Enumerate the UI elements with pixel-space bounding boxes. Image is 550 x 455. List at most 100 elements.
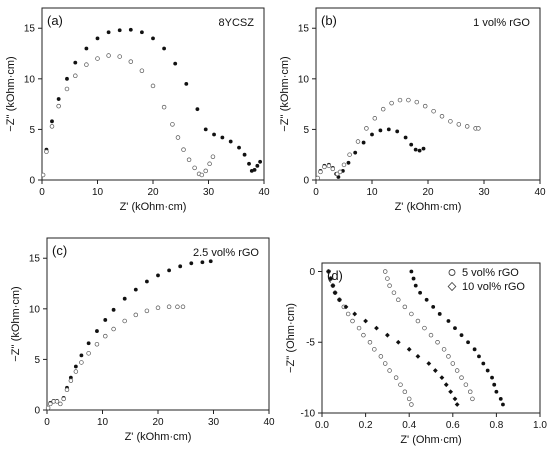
data-point <box>372 347 377 352</box>
data-point <box>422 325 427 331</box>
data-point <box>443 382 449 388</box>
panel-c: 0 10 20 30 40 0 5 10 15 Z' (kOhm·cm) −Z'' (kOhm·cm… <box>10 237 275 443</box>
y-tick-label: 5 <box>303 125 309 136</box>
data-point <box>402 389 408 395</box>
data-point <box>117 28 122 33</box>
data-point <box>140 30 144 35</box>
data-point <box>421 146 426 151</box>
data-point <box>68 378 74 383</box>
data-point <box>467 389 473 395</box>
data-point <box>178 264 183 269</box>
data-point <box>122 318 127 324</box>
data-point <box>186 157 192 163</box>
x-tick-label: 0.0 <box>315 420 329 431</box>
data-point <box>181 147 186 152</box>
x-tick-label: 20 <box>152 417 164 428</box>
data-point <box>84 62 89 67</box>
y-tick-label: 0 <box>34 406 40 417</box>
y-tick-label: 5 <box>29 125 35 136</box>
data-point <box>73 60 78 65</box>
x-tick-label: 0 <box>44 417 50 428</box>
data-point <box>322 164 327 170</box>
x-tick-label: 30 <box>208 417 220 428</box>
data-point <box>494 389 499 394</box>
data-point <box>337 169 343 175</box>
data-point <box>378 128 383 133</box>
data-point <box>378 354 384 359</box>
x-tick-label: 10 <box>92 187 104 198</box>
data-point <box>409 269 414 274</box>
data-point <box>315 175 320 181</box>
y-tick-label: 0 <box>29 176 35 187</box>
data-point <box>343 304 349 310</box>
data-point <box>192 165 197 171</box>
data-point <box>350 318 355 324</box>
data-point <box>406 346 412 352</box>
series-1 <box>40 53 216 178</box>
data-point <box>424 297 429 302</box>
x-axis-label: Z' (kOhm·cm) <box>395 201 462 213</box>
sample-annotation: 8YCSZ <box>219 17 255 29</box>
data-point <box>145 279 149 284</box>
data-point <box>44 149 49 154</box>
data-point <box>237 145 241 150</box>
data-point <box>173 61 178 66</box>
data-point <box>40 172 46 178</box>
y-tick-label: 10 <box>298 74 310 85</box>
series-0 <box>46 259 213 410</box>
data-point <box>220 135 225 140</box>
data-point <box>337 297 342 303</box>
data-point <box>156 273 160 278</box>
sample-annotation: 2.5 vol% rGO <box>193 247 259 259</box>
data-point <box>459 333 464 338</box>
data-point <box>431 108 436 114</box>
data-point <box>476 126 481 131</box>
data-point <box>413 283 418 288</box>
data-point <box>139 68 145 73</box>
data-point <box>56 103 61 109</box>
data-point <box>446 354 451 359</box>
x-tick-label: 1.0 <box>533 420 547 431</box>
data-point <box>456 122 462 127</box>
plot-frame <box>41 7 265 181</box>
data-point <box>454 402 460 407</box>
data-point <box>406 97 411 103</box>
data-point <box>387 368 392 373</box>
data-point <box>364 126 369 131</box>
data-point <box>111 326 116 332</box>
data-point <box>166 304 172 310</box>
data-point <box>347 152 352 157</box>
data-point <box>387 283 392 288</box>
panel-a: 0 10 20 30 40 0 5 10 15 Z' (kOhm·cm) −Z'' (kOhm·cm… <box>5 7 270 213</box>
data-point <box>203 168 208 174</box>
data-point <box>128 27 133 32</box>
x-tick-label: 40 <box>258 187 270 198</box>
y-tick-label: 5 <box>34 355 40 366</box>
data-point <box>199 172 205 178</box>
data-point <box>210 154 216 159</box>
data-point <box>345 311 351 317</box>
data-point <box>389 100 394 106</box>
data-point <box>64 387 70 393</box>
data-point <box>409 402 414 407</box>
data-point <box>48 401 53 407</box>
data-point <box>65 76 69 81</box>
data-point <box>200 260 205 265</box>
data-point <box>328 276 334 281</box>
data-point <box>454 368 460 373</box>
series-0 <box>41 27 263 177</box>
data-point <box>452 396 458 402</box>
data-point <box>501 402 505 407</box>
data-point <box>477 354 481 359</box>
data-point <box>352 311 358 317</box>
data-point <box>106 53 111 58</box>
x-tick-label: 40 <box>534 187 546 198</box>
data-point <box>448 389 454 395</box>
data-point <box>128 59 134 64</box>
data-point <box>242 152 247 157</box>
data-point <box>422 103 428 109</box>
data-point <box>228 139 233 144</box>
data-point <box>464 124 470 129</box>
series-3 <box>409 269 505 407</box>
data-point <box>372 116 378 121</box>
